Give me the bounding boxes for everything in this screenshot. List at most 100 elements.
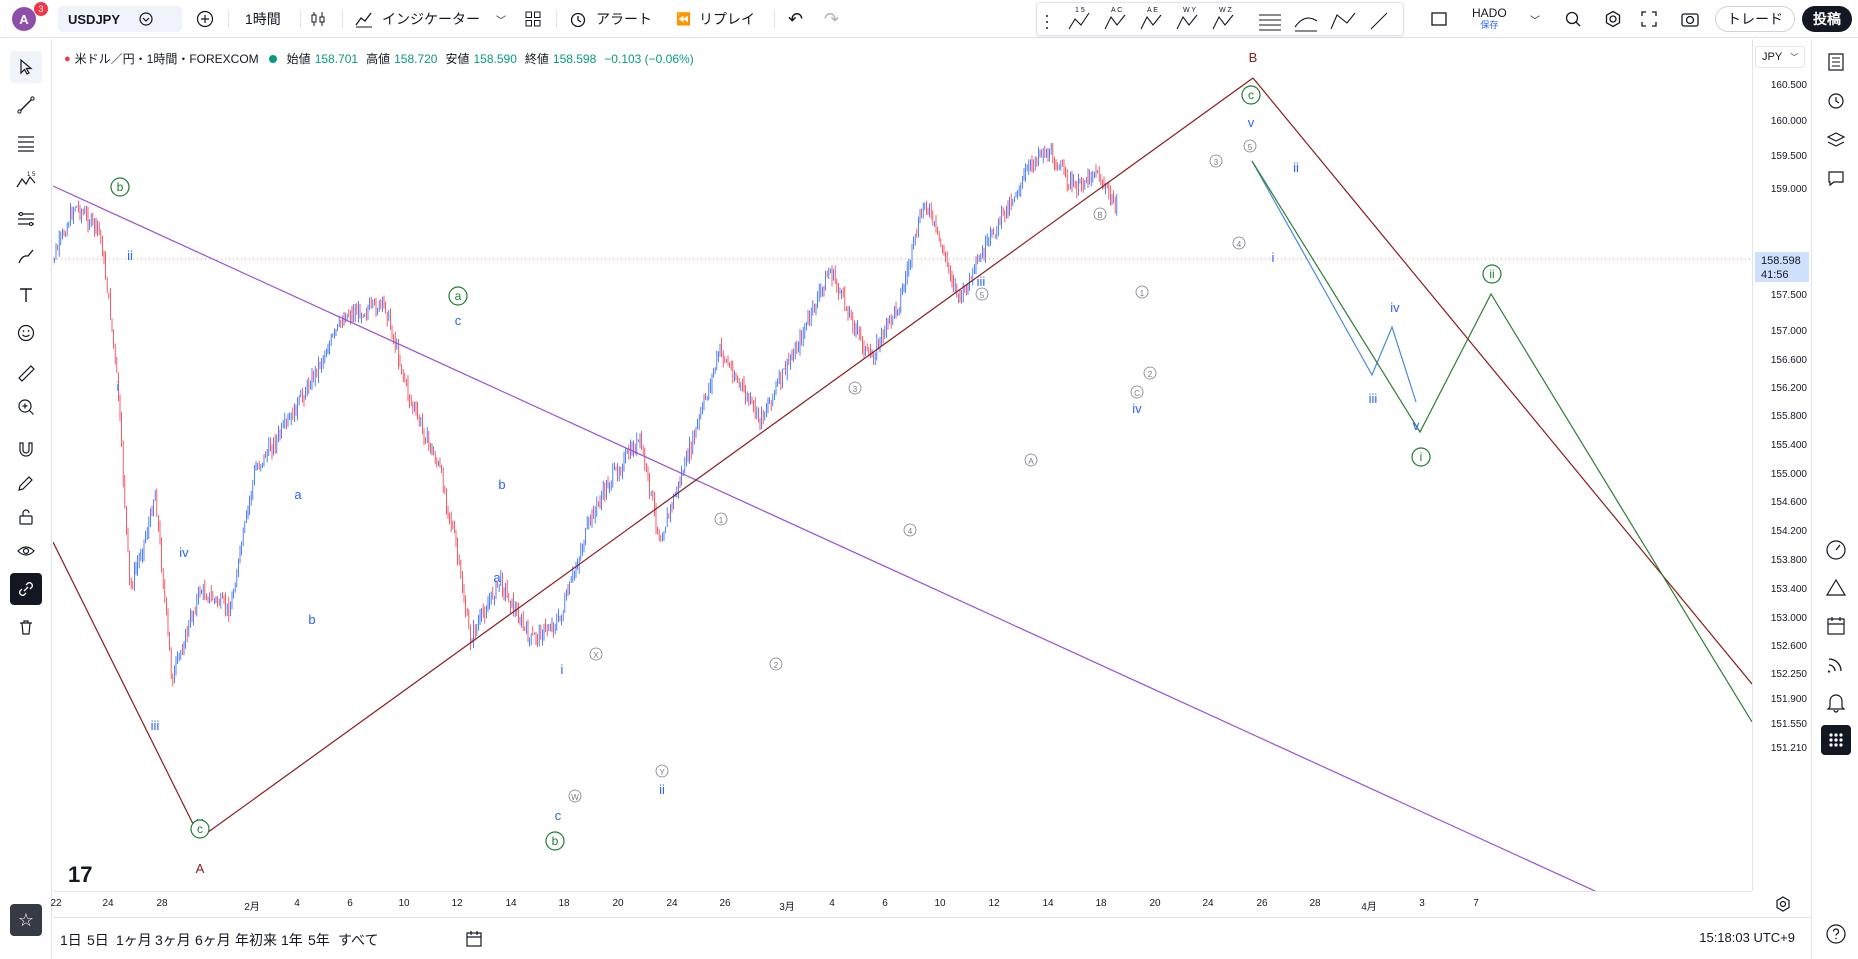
wave-label-circle — [769, 657, 783, 671]
watchlist-button[interactable] — [1821, 47, 1851, 77]
gauge-icon — [1826, 540, 1846, 560]
currency-label: JPY — [1762, 51, 1783, 63]
range-button[interactable]: すべて — [338, 932, 379, 948]
stay-in-drawing-mode[interactable] — [10, 467, 42, 499]
quick-search-button[interactable] — [1564, 0, 1582, 38]
range-button[interactable]: 1日 — [60, 932, 82, 948]
change-value: −0.103 (−0.06%) — [604, 51, 694, 66]
wave-label-circle — [190, 819, 210, 839]
wave-label: B — [1097, 211, 1102, 220]
undo-button[interactable]: ↶ — [788, 0, 803, 38]
favorites-button[interactable]: ☆ — [10, 904, 42, 936]
time-tick: 18 — [1095, 898, 1107, 909]
price-tick: 159.000 — [1770, 184, 1807, 195]
magnet-tool[interactable] — [10, 433, 42, 465]
settings-button[interactable] — [1604, 0, 1622, 38]
lock-drawings[interactable] — [10, 501, 42, 533]
purple-trend-line — [53, 185, 1596, 891]
search-icon — [1565, 11, 1581, 27]
post-button[interactable]: 投稿 — [1802, 6, 1852, 32]
indicators-button[interactable]: インジケーター ﹀ — [354, 0, 506, 38]
range-button[interactable]: 1年 — [281, 932, 303, 948]
elliott-triple-combo-icon — [1212, 14, 1234, 30]
alerts-panel-button[interactable] — [1821, 85, 1851, 115]
currency-selector[interactable]: JPY ﹀ — [1755, 46, 1805, 68]
range-button[interactable]: 1ヶ月 — [116, 932, 152, 948]
rectangle-tool-button[interactable] — [1430, 0, 1448, 38]
ruler-icon — [18, 365, 35, 382]
chats-button[interactable] — [1821, 163, 1851, 193]
forecast-icon — [18, 212, 34, 226]
price-chart[interactable]: BAcvbaciiiiviiivcabbaicbiiiiiiviiiiviiiv… — [53, 39, 1752, 891]
alert-button[interactable]: アラート — [568, 0, 652, 38]
remove-drawings[interactable] — [10, 611, 42, 643]
hide-drawings[interactable] — [10, 535, 42, 567]
wave-label-circle — [1243, 139, 1257, 153]
chart-type-button[interactable] — [308, 0, 328, 38]
price-tick: 159.500 — [1770, 151, 1807, 162]
zoom-in-icon — [18, 399, 34, 415]
calendar-button[interactable] — [1821, 611, 1851, 641]
scale-settings-button[interactable] — [1774, 895, 1792, 918]
object-tree-button[interactable] — [1821, 125, 1851, 155]
close-value: 158.598 — [552, 51, 597, 66]
wave-label-circle — [589, 647, 603, 661]
price-tick: 153.000 — [1770, 613, 1807, 624]
fullscreen-button[interactable] — [1640, 0, 1658, 38]
time-tick: 12 — [451, 898, 463, 909]
lock-icon — [19, 509, 33, 525]
wave-label: iii — [1369, 391, 1378, 406]
replay-button[interactable]: ⏪ リプレイ — [676, 0, 755, 38]
layout-button[interactable]: HADO 保存 — [1472, 0, 1507, 38]
cursor-tool[interactable] — [10, 51, 42, 83]
magnet-icon — [19, 442, 33, 457]
legend-title[interactable]: 米ドル／円・1時間・FOREXCOM — [74, 52, 259, 66]
trade-button[interactable]: トレード — [1715, 6, 1795, 32]
time-scale[interactable]: 22 24 28 2月 4 6 10 12 14 18 20 24 26 3月 4 6 10 12 14 18 20 24… — [50, 891, 1752, 917]
measure-tool[interactable] — [10, 357, 42, 389]
screenshot-button[interactable] — [1680, 0, 1700, 38]
layout-menu-button[interactable]: ﹀ — [1530, 0, 1540, 38]
range-button[interactable]: 3ヶ月 — [155, 932, 191, 948]
templates-button[interactable] — [524, 0, 542, 38]
range-button[interactable]: 5年 — [308, 932, 330, 948]
sync-drawings[interactable] — [10, 573, 42, 605]
price-tick: 157.500 — [1770, 290, 1807, 301]
wave-label-circle — [1024, 453, 1038, 467]
symbol-search[interactable]: USDJPY — [58, 6, 182, 32]
products-button[interactable] — [1821, 725, 1851, 755]
interval-button[interactable]: 1時間 — [245, 11, 281, 27]
indicators-icon — [355, 12, 372, 28]
price-scale[interactable]: 160.500160.000159.500159.000158.000157.5… — [1752, 39, 1811, 891]
icon-tool[interactable] — [10, 317, 42, 349]
undo-icon: ↶ — [788, 8, 804, 29]
add-symbol-button[interactable] — [196, 0, 214, 38]
fib-tool[interactable] — [10, 127, 42, 159]
text-tool[interactable] — [10, 279, 42, 311]
projection-tool[interactable] — [10, 203, 42, 235]
divider — [342, 10, 343, 28]
data-window-button[interactable] — [1821, 535, 1851, 565]
time-tick: 26 — [1256, 898, 1268, 909]
wave-label: A — [196, 861, 205, 876]
help-button[interactable] — [1821, 919, 1851, 949]
ideas-button[interactable] — [1821, 573, 1851, 603]
price-tick: 156.600 — [1770, 355, 1807, 366]
bottom-toolbar: 15:18:03 UTC+9 1日 5日 1ヶ月 3ヶ月 6ヶ月 年初来 1年 5年 すべて — [53, 917, 1811, 959]
goto-date-button[interactable] — [465, 930, 485, 951]
time-tick: 18 — [558, 898, 570, 909]
range-button[interactable]: 6ヶ月 — [195, 932, 231, 948]
timezone-clock[interactable]: 15:18:03 UTC+9 — [1699, 930, 1795, 945]
zoom-tool[interactable] — [10, 391, 42, 423]
brush-tool[interactable] — [10, 241, 42, 273]
wave-label-circle — [1209, 154, 1223, 168]
range-button[interactable]: 年初来 — [235, 932, 277, 948]
user-avatar[interactable]: A — [12, 7, 36, 31]
news-button[interactable] — [1821, 649, 1851, 679]
patterns-tool[interactable]: 1 5 — [10, 165, 42, 197]
notifications-button[interactable] — [1821, 687, 1851, 717]
wave-label-circle — [448, 286, 468, 306]
range-button[interactable]: 5日 — [87, 932, 109, 948]
redo-button[interactable]: ↷ — [824, 0, 839, 38]
trend-line-tool[interactable] — [10, 89, 42, 121]
